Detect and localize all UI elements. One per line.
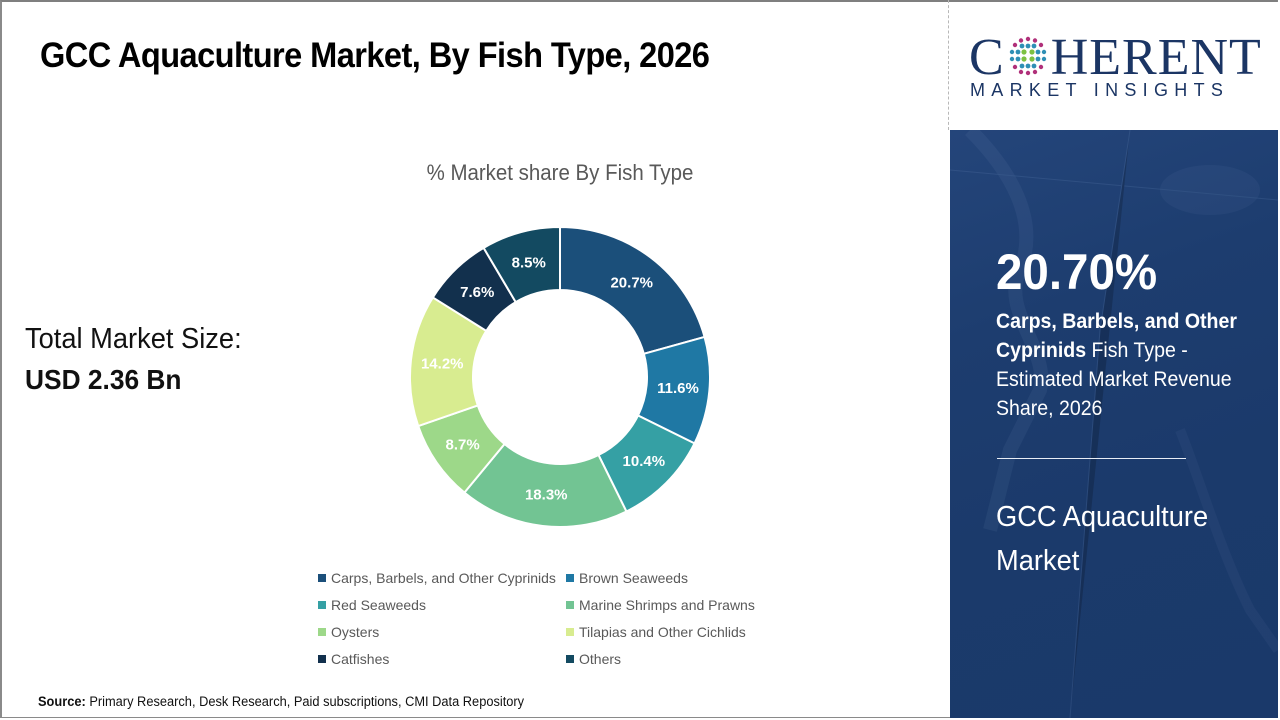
slice-label: 10.4% [623, 453, 666, 470]
legend-label: Red Seaweeds [331, 596, 426, 613]
legend-item: Others [566, 650, 788, 667]
total-market-size-value: USD 2.36 Bn [25, 364, 182, 395]
highlight-segment: Carps, Barbels, and Other Cyprinids [996, 310, 1237, 362]
donut-slice [482, 225, 561, 304]
highlight-desc-text: Fish Type - Estimated Market Revenue Sha… [996, 339, 1232, 420]
legend-item: Tilapias and Other Cichlids [566, 623, 788, 640]
highlight-percentage: 20.70% [996, 244, 1158, 300]
legend-swatch [566, 573, 574, 582]
legend-label: Marine Shrimps and Prawns [579, 596, 755, 613]
legend-swatch [318, 573, 326, 582]
total-market-size-label: Total Market Size: [25, 323, 242, 355]
highlight-description: Carps, Barbels, and Other Cyprinids Fish… [996, 307, 1247, 423]
legend-item: Marine Shrimps and Prawns [566, 596, 788, 613]
donut-slice [559, 225, 706, 356]
header-divider [948, 0, 950, 130]
slice-label: 11.6% [657, 380, 699, 397]
slice-label: 20.7% [610, 275, 653, 292]
page-title: GCC Aquaculture Market, By Fish Type, 20… [40, 36, 710, 75]
slice-label: 14.2% [421, 356, 464, 373]
legend-swatch [566, 627, 574, 636]
donut-chart: 20.7% 11.6% 10.4% 18.3% 8.7% 14.2% 7.6% 8.5% [409, 225, 711, 528]
source-text: Primary Research, Desk Research, Paid su… [85, 694, 525, 709]
legend-item: Brown Seaweeds [566, 569, 788, 586]
legend-label: Catfishes [331, 650, 390, 667]
legend-item: Red Seaweeds [318, 596, 566, 613]
logo-wordmark: C HERENT [969, 29, 1262, 86]
map-texture-background [950, 130, 1278, 718]
chart-title: % Market share By Fish Type [426, 160, 694, 185]
legend-swatch [318, 600, 326, 609]
legend-label: Tilapias and Other Cichlids [579, 623, 746, 640]
company-logo: C HERENT MARKET INSIGHTS [950, 2, 1278, 130]
chart-legend: Carps, Barbels, and Other Cyprinids Brown… [318, 569, 788, 667]
slice-label: 7.6% [460, 284, 494, 301]
panel-divider [997, 458, 1186, 459]
legend-label: Carps, Barbels, and Other Cyprinids [331, 569, 556, 586]
legend-label: Others [579, 650, 622, 667]
legend-item: Oysters [318, 623, 566, 640]
legend-item: Carps, Barbels, and Other Cyprinids [318, 569, 566, 586]
legend-swatch [566, 654, 574, 663]
legend-swatch [318, 627, 326, 636]
slice-label: 8.7% [446, 437, 480, 454]
globe-dots-icon [1009, 36, 1046, 76]
legend-label: Oysters [331, 623, 380, 640]
market-name: GCC Aquaculture Market [996, 501, 1209, 577]
source-label: Source: [38, 694, 86, 709]
highlight-panel: 20.70% Carps, Barbels, and Other Cyprini… [950, 130, 1278, 718]
legend-label: Brown Seaweeds [579, 569, 688, 586]
legend-swatch [566, 600, 574, 609]
legend-item: Catfishes [318, 650, 566, 667]
slice-label: 8.5% [512, 255, 546, 272]
source-note: Source: Primary Research, Desk Research,… [38, 694, 524, 709]
legend-swatch [318, 654, 326, 663]
logo-tagline: MARKET INSIGHTS [970, 80, 1230, 100]
slice-label: 18.3% [525, 487, 568, 504]
